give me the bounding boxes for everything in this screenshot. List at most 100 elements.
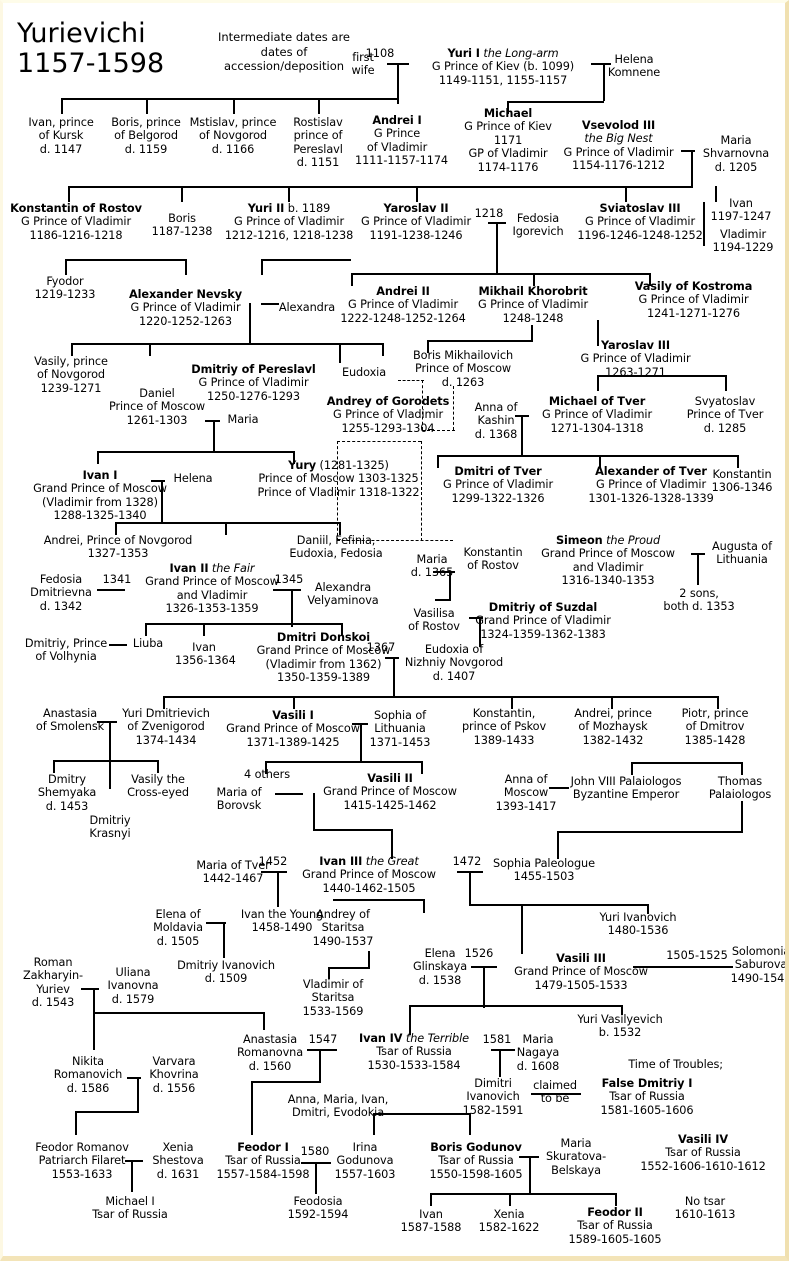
connector xyxy=(531,1093,581,1095)
node-sophia-lithuania: Sophia of Lithuania 1371-1453 xyxy=(369,709,431,749)
connector xyxy=(328,967,330,979)
connector xyxy=(725,375,727,391)
node-daniel: Daniel Prince of Moscow 1261-1303 xyxy=(108,387,206,427)
connector xyxy=(93,1012,264,1014)
node-vladimir-1194: Vladimir 1194-1229 xyxy=(712,228,774,255)
connector xyxy=(469,1113,471,1135)
connector xyxy=(109,721,111,789)
node-irina-godunova: Irina Godunova 1557-1603 xyxy=(334,1141,396,1181)
connector xyxy=(631,762,741,764)
connector xyxy=(205,420,220,422)
connector xyxy=(647,904,649,914)
node-alexandra: Alexandra xyxy=(278,301,336,314)
connector xyxy=(427,340,429,353)
connector xyxy=(203,623,205,636)
connector xyxy=(68,186,70,202)
connector xyxy=(437,455,439,468)
connector xyxy=(328,967,370,969)
connector xyxy=(223,922,225,958)
connector xyxy=(625,186,627,202)
connector xyxy=(137,1077,139,1111)
node-rostislav-pereslavl: Rostislav prince of Pereslavl d. 1151 xyxy=(293,116,343,170)
connector xyxy=(275,793,303,795)
node-fedosia-dmitrievna: Fedosia Dmitrievna d. 1342 xyxy=(30,573,92,613)
connector xyxy=(649,273,651,286)
node-vasili-iii: Vasili III Grand Prince of Moscow 1479-1… xyxy=(514,952,648,992)
node-vsevolod-iii: Vsevolod III the Big Nest G Prince of Vl… xyxy=(563,119,674,173)
connector xyxy=(491,1049,515,1051)
node-alexander-tver: Alexander of Tver G Prince of Vladimir 1… xyxy=(588,465,714,505)
node-ivan-iii: Ivan III the Great Grand Prince of Mosco… xyxy=(302,855,436,895)
node-andrei-novgorod: Andrei, Prince of Novgorod 1327-1353 xyxy=(43,534,193,561)
connector xyxy=(360,723,362,763)
connector xyxy=(691,150,693,188)
connector xyxy=(633,966,733,968)
node-mstislav-novgorod: Mstislav, prince of Novgorod d. 1166 xyxy=(189,116,277,156)
connector xyxy=(597,375,725,377)
connector xyxy=(631,762,633,775)
connector xyxy=(382,343,384,356)
connector xyxy=(75,1111,139,1113)
connector xyxy=(265,761,421,763)
connector xyxy=(427,340,533,342)
node-vasili-iv: Vasili IV Tsar of Russia 1552-1606-1610-… xyxy=(640,1133,766,1173)
node-yuri-i: Yuri I the Long-arm G Prince of Kiev (b.… xyxy=(431,47,575,87)
node-time-of-troubles: Time of Troubles; xyxy=(628,1058,723,1071)
node-sophia-paleologue: Sophia Paleologue 1455-1503 xyxy=(493,857,595,884)
node-ivan-kursk: Ivan, prince of Kursk d. 1147 xyxy=(28,116,94,156)
connector xyxy=(288,186,290,202)
connector xyxy=(261,871,287,873)
marriage-year-1218: 1218 xyxy=(474,207,504,220)
node-vasilisa-rostov: Vasilisa of Rostov xyxy=(408,607,460,634)
node-konstantin-rostov-2: Konstantin of Rostov xyxy=(463,546,523,573)
connector xyxy=(715,186,717,202)
node-varvara-khovrina: Varvara Khovrina d. 1556 xyxy=(149,1055,199,1095)
node-maria-1365: Maria d. 1365 xyxy=(410,553,454,580)
node-yuri-dmitrievich: Yuri Dmitrievich of Zvenigorod 1374-1434 xyxy=(122,707,210,747)
connector xyxy=(611,696,613,709)
connector xyxy=(75,1111,77,1135)
connector xyxy=(277,871,279,907)
connector xyxy=(233,98,235,114)
node-feodor-romanov: Feodor Romanov Patriarch Filaret 1553-16… xyxy=(35,1141,129,1181)
node-augusta-lithuania: Augusta of Lithuania xyxy=(712,540,772,567)
connector xyxy=(181,186,183,202)
node-yaroslav-ii: Yaroslav II G Prince of Vladimir 1191-12… xyxy=(360,202,472,242)
node-daniil-group: Daniil, Fefinia, Eudoxia, Fedosia xyxy=(289,534,383,561)
node-boris-belgorod: Boris, prince of Belgorod d. 1159 xyxy=(111,116,181,156)
node-eudoxia: Eudoxia xyxy=(341,366,387,379)
connector xyxy=(97,721,117,723)
marriage-years-1505-1525: 1505-1525 xyxy=(666,949,728,962)
node-maria-shvarnovna: Maria Shvarnovna d. 1205 xyxy=(702,134,770,174)
node-dmitri-donskoi: Dmitri Donskoi Grand Prince of Moscow (V… xyxy=(256,631,391,685)
node-boris-mikhailovich: Boris Mikhailovich Prince of Moscow d. 1… xyxy=(412,349,513,389)
node-mikhail-khorobrit: Mikhail Khorobrit G Prince of Vladimir 1… xyxy=(477,285,589,325)
connector xyxy=(557,831,743,833)
connector xyxy=(149,343,151,356)
node-thomas-palaiologos: Thomas Palaiologos xyxy=(708,775,772,802)
title-line-2: 1157-1598 xyxy=(17,48,165,79)
node-dmitriy-suzdal: Dmitriy of Suzdal Grand Prince of Vladim… xyxy=(475,601,611,641)
node-feodor-i: Feodor I Tsar of Russia 1557-1584-1598 xyxy=(216,1141,310,1181)
connector xyxy=(703,202,705,246)
connector xyxy=(273,589,301,591)
connector xyxy=(81,988,99,990)
node-dmitriy-pereslavl: Dmitriy of Pereslavl G Prince of Vladimi… xyxy=(191,363,316,403)
connector xyxy=(423,899,425,913)
connector xyxy=(621,1005,623,1015)
connector xyxy=(97,451,293,453)
node-elena-glinskaya: Elena Glinskaya d. 1538 xyxy=(412,947,468,987)
node-michael-i: Michael I Tsar of Russia xyxy=(92,1195,168,1222)
node-helena-komnene: Helena Komnene xyxy=(607,53,661,80)
connector-dashed xyxy=(453,386,454,430)
node-xenia-1582: Xenia 1582-1622 xyxy=(478,1208,540,1235)
node-vladimir-staritsa: Vladimir of Staritsa 1533-1569 xyxy=(302,978,364,1018)
marriage-year-1581: 1581 xyxy=(482,1033,512,1046)
node-andrei-i: Andrei I G Prince of Vladimir 1111-1157-… xyxy=(355,114,449,168)
connector xyxy=(313,829,393,831)
connector xyxy=(225,522,339,524)
connector xyxy=(251,1081,321,1083)
connector xyxy=(599,455,601,468)
node-ivan-1356: Ivan 1356-1364 xyxy=(175,641,236,668)
